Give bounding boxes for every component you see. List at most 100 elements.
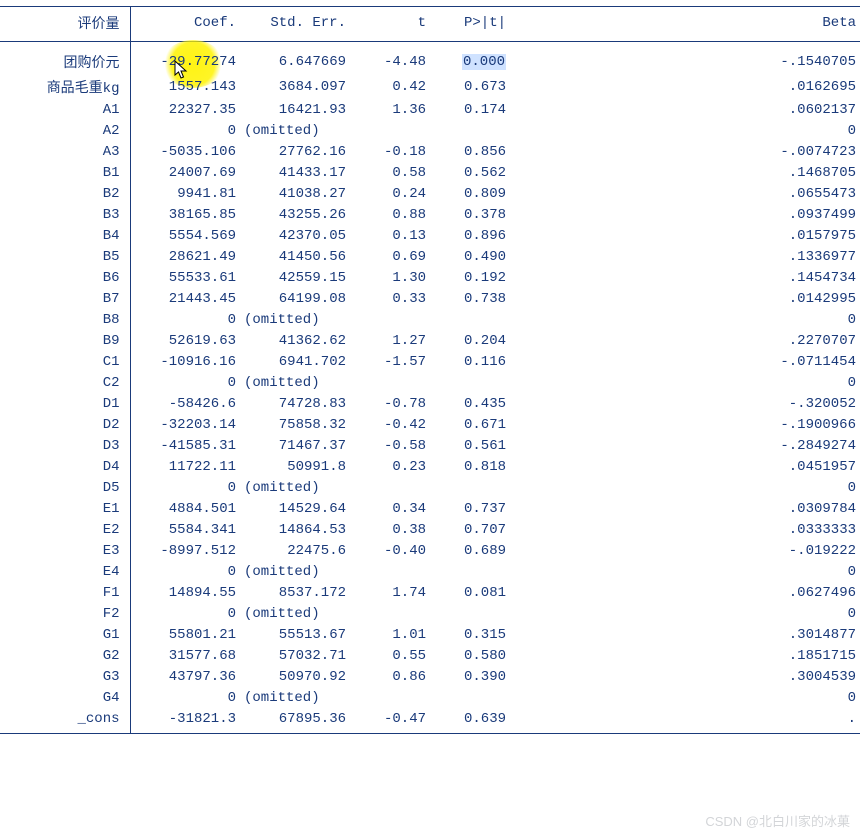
omitted-cell: (omitted): [240, 688, 350, 709]
beta-cell: -.1900966: [510, 415, 860, 436]
coef-cell: 31577.68: [130, 646, 240, 667]
beta-cell: .0627496: [510, 583, 860, 604]
p-cell: 0.081: [430, 583, 510, 604]
coef-cell: 0: [130, 310, 240, 331]
var-label-cell: B7: [0, 289, 130, 310]
var-label-cell: _cons: [0, 709, 130, 734]
t-cell: 0.13: [350, 226, 430, 247]
coef-cell: 5554.569: [130, 226, 240, 247]
se-cell: 74728.83: [240, 394, 350, 415]
t-cell: -4.48: [350, 50, 430, 75]
p-cell: 0.689: [430, 541, 510, 562]
p-cell: 0.707: [430, 520, 510, 541]
coef-cell: -58426.6: [130, 394, 240, 415]
table-row: B80(omitted)0: [0, 310, 860, 331]
var-label-cell: D4: [0, 457, 130, 478]
coef-cell: 0: [130, 121, 240, 142]
t-cell: -0.40: [350, 541, 430, 562]
se-cell: 50991.8: [240, 457, 350, 478]
se-cell: 71467.37: [240, 436, 350, 457]
results-table: 评价量 Coef. Std. Err. t P>|t| Beta 团购价元-29…: [0, 6, 860, 734]
table-row: A3-5035.10627762.16-0.180.856-.0074723: [0, 142, 860, 163]
se-cell: 6941.702: [240, 352, 350, 373]
p-cell: 0.192: [430, 268, 510, 289]
table-row: A122327.3516421.931.360.174.0602137: [0, 100, 860, 121]
var-label-cell: G2: [0, 646, 130, 667]
coef-cell: 5584.341: [130, 520, 240, 541]
t-cell: [350, 310, 430, 331]
table-row: B45554.56942370.050.130.896.0157975: [0, 226, 860, 247]
coef-cell: -10916.16: [130, 352, 240, 373]
omitted-cell: (omitted): [240, 562, 350, 583]
var-label-cell: G3: [0, 667, 130, 688]
table-row: F20(omitted)0: [0, 604, 860, 625]
coef-cell: 0: [130, 373, 240, 394]
table-row: E25584.34114864.530.380.707.0333333: [0, 520, 860, 541]
beta-cell: .0451957: [510, 457, 860, 478]
t-cell: -0.78: [350, 394, 430, 415]
var-label-cell: B6: [0, 268, 130, 289]
beta-cell: .0602137: [510, 100, 860, 121]
se-cell: 3684.097: [240, 75, 350, 100]
var-label-cell: C2: [0, 373, 130, 394]
coef-cell: -5035.106: [130, 142, 240, 163]
se-cell: 42559.15: [240, 268, 350, 289]
beta-cell: -.320052: [510, 394, 860, 415]
table-row: 团购价元-29.772746.647669-4.480.000-.1540705: [0, 50, 860, 75]
coef-cell: -31821.3: [130, 709, 240, 734]
var-label-cell: B3: [0, 205, 130, 226]
var-label-cell: F1: [0, 583, 130, 604]
var-label-cell: B5: [0, 247, 130, 268]
table-row: B124007.6941433.170.580.562.1468705: [0, 163, 860, 184]
table-row: F114894.558537.1721.740.081.0627496: [0, 583, 860, 604]
p-cell: [430, 121, 510, 142]
beta-cell: -.2849274: [510, 436, 860, 457]
coef-cell: 43797.36: [130, 667, 240, 688]
table-row: B721443.4564199.080.330.738.0142995: [0, 289, 860, 310]
var-label-cell: B2: [0, 184, 130, 205]
se-cell: 6.647669: [240, 50, 350, 75]
se-cell: 41362.62: [240, 331, 350, 352]
var-label-cell: E4: [0, 562, 130, 583]
beta-cell: 0: [510, 478, 860, 499]
table-row: D50(omitted)0: [0, 478, 860, 499]
p-cell: 0.673: [430, 75, 510, 100]
header-stderr: Std. Err.: [240, 7, 350, 42]
watermark-text: CSDN @北白川家的冰菓: [705, 811, 850, 830]
beta-cell: 0: [510, 604, 860, 625]
coef-cell: 11722.11: [130, 457, 240, 478]
t-cell: 0.69: [350, 247, 430, 268]
beta-cell: .: [510, 709, 860, 734]
beta-cell: 0: [510, 373, 860, 394]
var-label-cell: D3: [0, 436, 130, 457]
t-cell: 0.55: [350, 646, 430, 667]
t-cell: 0.88: [350, 205, 430, 226]
beta-cell: .0162695: [510, 75, 860, 100]
header-coef: Coef.: [130, 7, 240, 42]
beta-cell: 0: [510, 562, 860, 583]
var-label-cell: D5: [0, 478, 130, 499]
beta-cell: -.1540705: [510, 50, 860, 75]
omitted-cell: (omitted): [240, 478, 350, 499]
p-cell: [430, 562, 510, 583]
beta-cell: .3004539: [510, 667, 860, 688]
t-cell: 1.01: [350, 625, 430, 646]
beta-cell: .0655473: [510, 184, 860, 205]
table-row: E14884.50114529.640.340.737.0309784: [0, 499, 860, 520]
t-cell: [350, 121, 430, 142]
var-label-cell: F2: [0, 604, 130, 625]
se-cell: 57032.71: [240, 646, 350, 667]
t-cell: [350, 604, 430, 625]
coef-cell: 14894.55: [130, 583, 240, 604]
table-row: D411722.1150991.80.230.818.0451957: [0, 457, 860, 478]
table-row: D3-41585.3171467.37-0.580.561-.2849274: [0, 436, 860, 457]
p-cell: 0.809: [430, 184, 510, 205]
se-cell: 22475.6: [240, 541, 350, 562]
coef-cell: 4884.501: [130, 499, 240, 520]
t-cell: -0.58: [350, 436, 430, 457]
se-cell: 75858.32: [240, 415, 350, 436]
coef-cell: 38165.85: [130, 205, 240, 226]
t-cell: 0.33: [350, 289, 430, 310]
coef-cell: -41585.31: [130, 436, 240, 457]
beta-cell: -.0711454: [510, 352, 860, 373]
